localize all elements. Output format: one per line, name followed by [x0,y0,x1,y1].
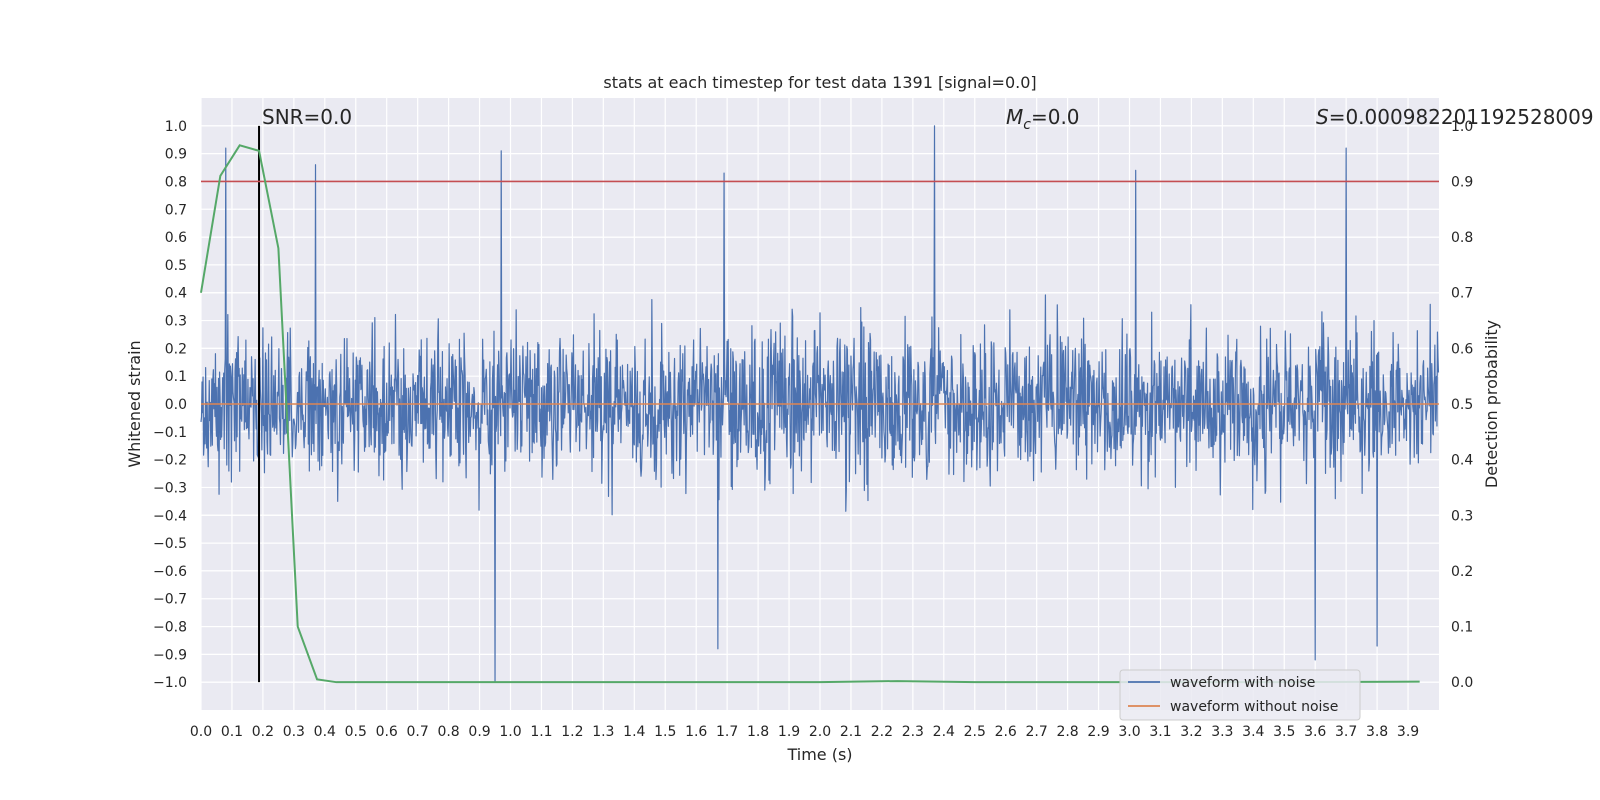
y2-tick-label: 0.0 [1451,675,1473,691]
detection-probability-line [200,144,1420,684]
y-tick-label: −0.1 [153,425,187,441]
y-tick-label: 0.0 [165,397,187,413]
x-tick-label: 3.8 [1366,724,1388,740]
y2-axis-title: Detection probability [1482,320,1501,488]
x-tick-label: 3.5 [1273,724,1295,740]
y-tick-label: −0.3 [153,480,187,496]
y2-tick-label: 0.3 [1451,508,1473,524]
x-tick-label: 0.8 [437,724,459,740]
y2-tick-label: 0.2 [1451,564,1473,580]
legend-noise-label: waveform with noise [1170,675,1315,691]
x-tick-label: 0.0 [190,724,212,740]
x-tick-label: 0.6 [376,724,398,740]
x-tick-label: 1.3 [592,724,614,740]
y-tick-label: 0.2 [165,341,187,357]
x-tick-label: 1.2 [561,724,583,740]
x-tick-label: 2.1 [840,724,862,740]
significance-symbol: S [1316,105,1329,129]
x-axis-title: Time (s) [786,745,852,764]
y-tick-label: 0.5 [165,258,187,274]
x-tick-label: 2.2 [871,724,893,740]
x-tick-label: 3.7 [1335,724,1357,740]
y2-tick-labels: 0.0 0.1 0.2 0.3 0.4 0.5 0.6 0.7 0.8 0.9 1.0 [1451,119,1473,691]
y-tick-label: −0.7 [153,592,187,608]
x-tick-label: 2.9 [1087,724,1109,740]
chirp-mass-value: =0.0 [1031,105,1080,129]
y2-tick-label: 1.0 [1451,119,1473,135]
x-tick-label: 1.8 [747,724,769,740]
x-tick-label: 3.9 [1397,724,1419,740]
x-tick-label: 0.7 [407,724,429,740]
detection-probability-series [200,144,1439,684]
x-tick-label: 3.3 [1211,724,1233,740]
x-tick-label: 2.8 [1056,724,1078,740]
x-tick-label: 1.5 [654,724,676,740]
x-tick-label: 1.0 [499,724,521,740]
y-tick-labels: −1.0 −0.9 −0.8 −0.7 −0.6 −0.5 −0.4 −0.3 −0.2 −0.1… [153,119,187,691]
chirp-mass-symbol: M [1006,105,1023,129]
y-tick-label: 0.7 [165,202,187,218]
waveform-with-noise-line [200,125,1440,683]
x-tick-label: 1.1 [530,724,552,740]
y-tick-label: −0.2 [153,453,187,469]
y2-tick-label: 0.5 [1451,397,1473,413]
y-tick-label: −0.8 [153,620,187,636]
x-tick-label: 3.4 [1242,724,1264,740]
waveform-with-noise-series [200,125,1440,683]
legend: waveform with noise waveform without noi… [1119,669,1361,721]
x-tick-label: 3.6 [1304,724,1326,740]
x-tick-label: 0.3 [283,724,305,740]
y-tick-label: 0.6 [165,230,187,246]
x-tick-label: 2.0 [809,724,831,740]
x-tick-label: 3.2 [1180,724,1202,740]
y2-tick-label: 0.6 [1451,341,1473,357]
y-tick-label: 0.3 [165,314,187,330]
x-tick-label: 0.5 [345,724,367,740]
y2-tick-label: 0.8 [1451,230,1473,246]
chart-title: stats at each timestep for test data 139… [603,73,1036,92]
y-tick-label: 0.4 [165,286,187,302]
x-tick-label: 1.7 [716,724,738,740]
x-tick-label: 0.9 [468,724,490,740]
y2-tick-label: 0.1 [1451,620,1473,636]
x-tick-labels: 0.0 0.1 0.2 0.3 0.4 0.5 0.6 0.7 0.8 0.9 1.0 1.1 1.2 1… [190,724,1419,740]
snr-annotation: SNR=0.0 [262,105,352,129]
x-tick-label: 2.5 [964,724,986,740]
x-tick-label: 2.3 [902,724,924,740]
x-tick-label: 2.6 [995,724,1017,740]
x-tick-label: 0.4 [314,724,336,740]
y-tick-label: −0.9 [153,647,187,663]
significance-value: =0.000982201192528009 [1329,105,1594,129]
x-tick-label: 1.4 [623,724,645,740]
y-tick-label: −0.6 [153,564,187,580]
y-tick-label: −0.5 [153,536,187,552]
y-axis-title: Whitened strain [125,340,144,467]
x-tick-label: 2.4 [933,724,955,740]
x-tick-label: 2.7 [1026,724,1048,740]
x-tick-label: 1.9 [778,724,800,740]
x-tick-label: 0.2 [252,724,274,740]
y-tick-label: 0.9 [165,147,187,163]
y-tick-label: −0.4 [153,508,187,524]
x-tick-label: 3.0 [1118,724,1140,740]
y-tick-label: 0.1 [165,369,187,385]
x-tick-label: 1.6 [685,724,707,740]
chirp-mass-subscript: c [1023,117,1031,133]
y2-tick-label: 0.4 [1451,453,1473,469]
legend-box [1119,669,1361,721]
y-tick-label: 0.8 [165,174,187,190]
y-tick-label: 1.0 [165,119,187,135]
legend-clean-label: waveform without noise [1170,699,1338,715]
x-tick-label: 3.1 [1149,724,1171,740]
y-tick-label: −1.0 [153,675,187,691]
x-tick-label: 0.1 [221,724,243,740]
y2-tick-label: 0.9 [1451,174,1473,190]
chirp-mass-annotation: Mc=0.0 [1006,105,1080,133]
y2-tick-label: 0.7 [1451,286,1473,302]
significance-annotation: S=0.000982201192528009 [1316,105,1594,129]
